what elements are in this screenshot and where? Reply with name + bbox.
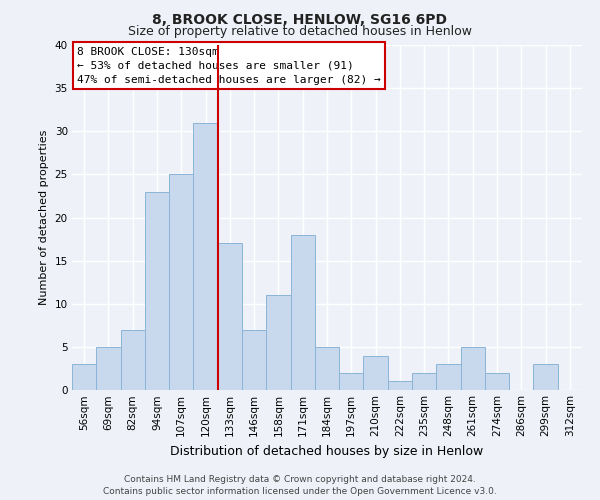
Bar [436,364,461,390]
Text: Size of property relative to detached houses in Henlow: Size of property relative to detached ho… [128,25,472,38]
Bar [72,364,96,390]
Bar [364,356,388,390]
Bar [533,364,558,390]
Bar [461,347,485,390]
Bar [96,347,121,390]
Bar [290,235,315,390]
Bar [266,295,290,390]
Text: Contains HM Land Registry data © Crown copyright and database right 2024.
Contai: Contains HM Land Registry data © Crown c… [103,474,497,496]
Bar [339,373,364,390]
Bar [412,373,436,390]
Bar [169,174,193,390]
Bar [388,382,412,390]
Bar [193,122,218,390]
X-axis label: Distribution of detached houses by size in Henlow: Distribution of detached houses by size … [170,444,484,458]
Bar [315,347,339,390]
Text: 8, BROOK CLOSE, HENLOW, SG16 6PD: 8, BROOK CLOSE, HENLOW, SG16 6PD [152,12,448,26]
Y-axis label: Number of detached properties: Number of detached properties [39,130,49,305]
Bar [218,244,242,390]
Bar [145,192,169,390]
Bar [242,330,266,390]
Bar [485,373,509,390]
Bar [121,330,145,390]
Text: 8 BROOK CLOSE: 130sqm
← 53% of detached houses are smaller (91)
47% of semi-deta: 8 BROOK CLOSE: 130sqm ← 53% of detached … [77,46,381,84]
